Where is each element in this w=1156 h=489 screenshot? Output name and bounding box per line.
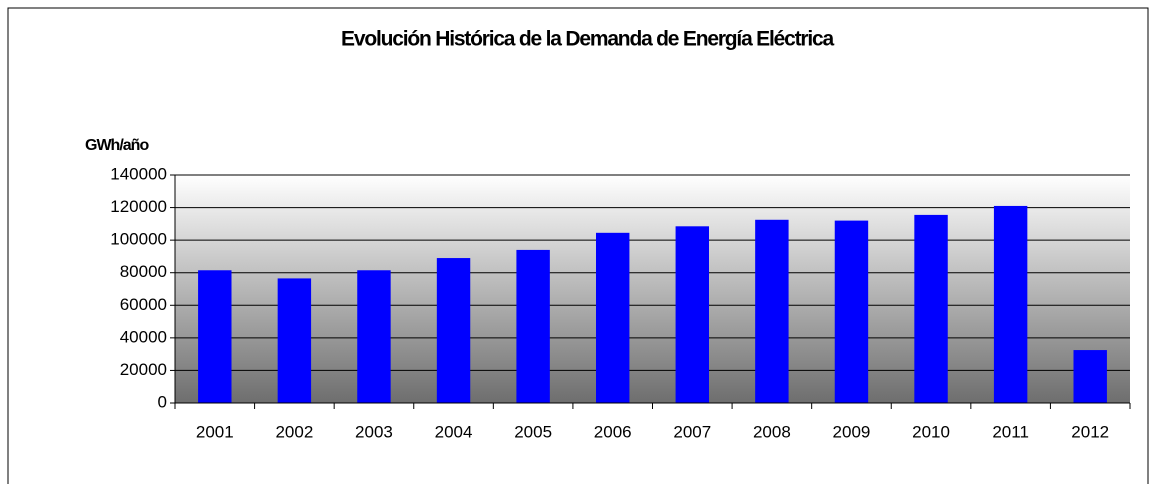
x-tick-label: 2009 [833, 422, 871, 441]
x-tick-label: 2008 [753, 422, 791, 441]
x-tick-label: 2005 [514, 422, 552, 441]
x-tick-label: 2011 [992, 422, 1029, 441]
plot-area [175, 175, 1130, 403]
bar [755, 219, 789, 403]
y-axis-label: GWh/año [85, 137, 149, 154]
x-tick-label: 2010 [912, 422, 950, 441]
bar [357, 270, 391, 403]
x-tick-label: 2002 [275, 422, 313, 441]
chart-title: Evolución Histórica de la Demanda de Ene… [341, 28, 834, 51]
bar [595, 232, 630, 403]
x-tick-label: 2003 [355, 422, 393, 441]
y-tick-label: 100000 [110, 230, 167, 249]
y-tick-label: 140000 [110, 164, 167, 183]
y-tick-label: 40000 [120, 327, 167, 346]
bar [675, 226, 710, 403]
bar [277, 278, 312, 403]
bar [198, 270, 232, 403]
y-tick-label: 20000 [120, 360, 167, 379]
bar [993, 205, 1028, 403]
y-tick-label: 80000 [120, 262, 167, 281]
x-tick-label: 2001 [196, 422, 234, 441]
bar [436, 258, 471, 403]
x-tick-label: 2007 [673, 422, 711, 441]
bar [834, 220, 869, 403]
x-tick-label: 2012 [1071, 422, 1109, 441]
bar [516, 249, 550, 403]
bar [1073, 350, 1107, 403]
bar [914, 214, 948, 403]
y-tick-label: 0 [158, 392, 167, 411]
y-tick-label: 120000 [110, 197, 167, 216]
x-tick-label: 2006 [594, 422, 632, 441]
frame [7, 7, 1149, 489]
y-tick-label: 60000 [120, 295, 167, 314]
x-tick-label: 2004 [435, 422, 473, 441]
